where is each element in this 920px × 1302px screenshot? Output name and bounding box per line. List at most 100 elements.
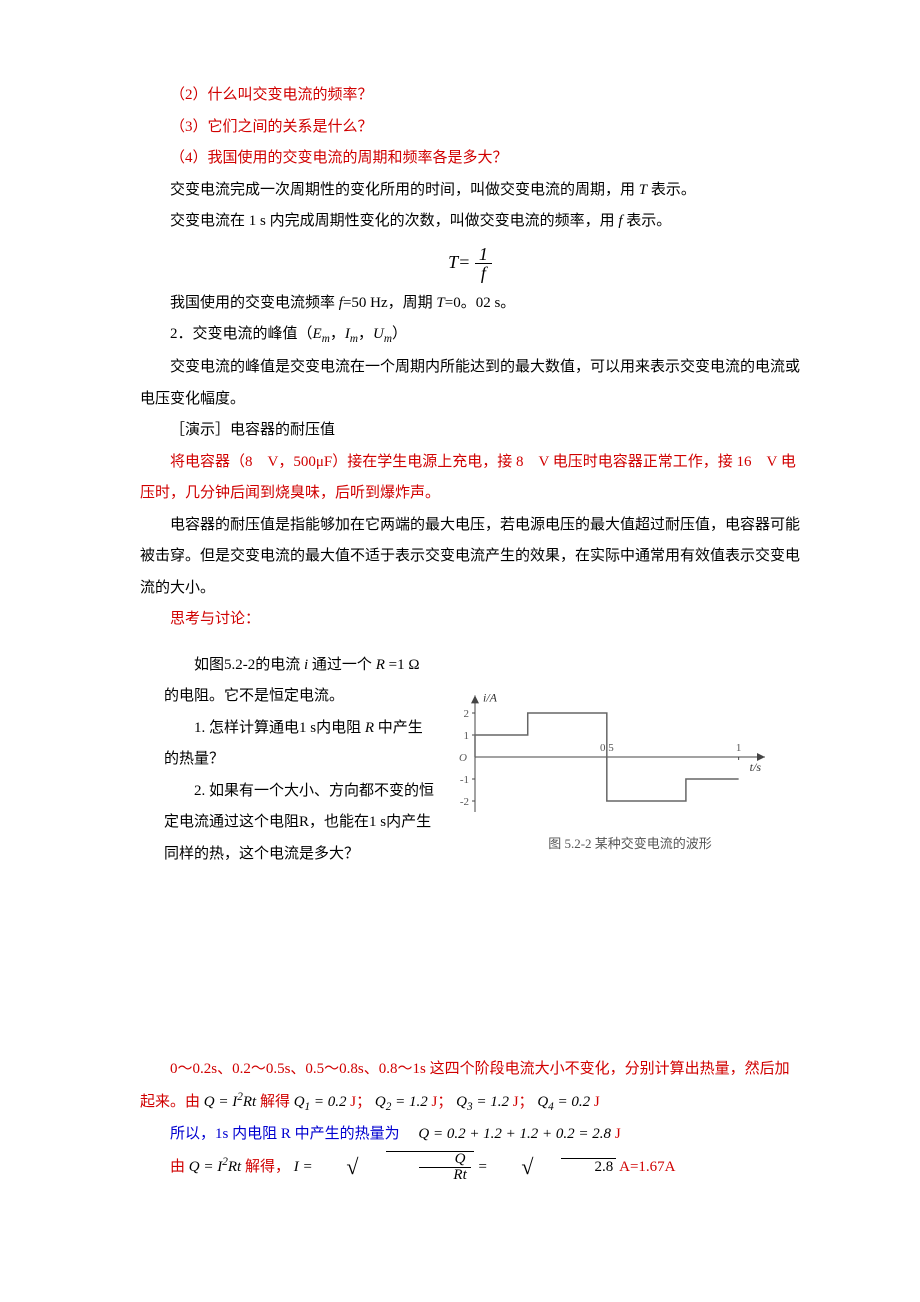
question-3: （3）它们之间的关系是什么？: [140, 112, 800, 144]
text: 表示。: [647, 182, 696, 198]
den: Rt: [419, 1168, 470, 1183]
svg-text:2: 2: [464, 708, 470, 720]
t: 如图5.2-2的电流: [194, 657, 304, 673]
b: Q: [375, 1094, 386, 1110]
s: m: [322, 333, 330, 345]
china-freq: 我国使用的交变电流频率 f=50 Hz，周期 T=0。02 s。: [140, 288, 800, 320]
question-2: （2）什么叫交变电流的频率？: [140, 80, 800, 112]
u: J: [428, 1094, 438, 1110]
u: J: [347, 1094, 357, 1110]
svg-text:i/A: i/A: [483, 690, 498, 704]
text: 2．交变电流的峰值（: [170, 326, 313, 342]
t: A=1.67A: [619, 1159, 675, 1175]
question-4: （4）我国使用的交变电流的周期和频率各是多大？: [140, 143, 800, 175]
b: E: [313, 326, 322, 342]
text: 交变电流完成一次周期性的变化所用的时间，叫做交变电流的周期，用: [170, 182, 639, 198]
solution-1: 0～0.2s、0.2～0.5s、0.5～0.8s、0.8～1s 这四个阶段电流大…: [140, 1054, 800, 1119]
t: 解得，: [241, 1159, 290, 1175]
eq: =: [299, 1159, 317, 1175]
eq: Q = 0.2 + 1.2 + 1.2 + 0.2 = 2.8: [418, 1126, 611, 1142]
val: 2.8: [561, 1158, 616, 1176]
t: Rt: [228, 1159, 241, 1175]
b: Q: [294, 1094, 305, 1110]
frequency-def: 交变电流在 1 s 内完成周期性变化的次数，叫做交变电流的频率，用 f 表示。: [140, 206, 800, 238]
lhs: T=: [448, 252, 475, 272]
svg-text:O: O: [459, 752, 467, 764]
sqrt: QRt: [356, 1151, 473, 1183]
sep: ；: [519, 1094, 534, 1110]
discuss-box: 如图5.2-2的电流 i 通过一个 R =1 Ω的电阻。它不是恒定电流。 1. …: [140, 646, 800, 875]
wave-chart: -2-1120.51Oi/At/s: [440, 662, 820, 812]
t: 解得: [256, 1094, 294, 1110]
Em: Em: [313, 326, 330, 342]
u: J: [509, 1094, 519, 1110]
eq: Q = I2Rt: [189, 1159, 241, 1175]
v: = 0.2: [554, 1094, 590, 1110]
sqrt-icon: √: [316, 1156, 358, 1178]
sep: ；: [437, 1094, 452, 1110]
text: 我国使用的交变电流频率: [170, 295, 339, 311]
heading-peak: 2．交变电流的峰值（Em，Im，Um）: [140, 319, 800, 352]
u: J: [590, 1094, 600, 1110]
v: = 1.2: [391, 1094, 427, 1110]
b: Q: [456, 1094, 467, 1110]
t: 通过一个: [308, 657, 376, 673]
sep: ；: [356, 1094, 371, 1110]
discuss-title: 思考与讨论：: [140, 604, 800, 636]
frac: QRt: [419, 1152, 470, 1183]
b: U: [373, 326, 384, 342]
eq: Q = I2Rt: [204, 1094, 256, 1110]
denominator: f: [475, 264, 492, 282]
v: = 1.2: [473, 1094, 509, 1110]
text: 交变电流在 1 s 内完成周期性变化的次数，叫做交变电流的频率，用: [170, 213, 618, 229]
s: m: [350, 333, 358, 345]
svg-text:-1: -1: [460, 774, 469, 786]
peak-desc: 交变电流的峰值是交变电流在一个周期内所能达到的最大数值，可以用来表示交变电流的电…: [140, 352, 800, 415]
num: Q: [419, 1152, 470, 1168]
sqrt-icon: √: [491, 1156, 533, 1178]
period-def: 交变电流完成一次周期性的变化所用的时间，叫做交变电流的周期，用 T 表示。: [140, 175, 800, 207]
capacitor-desc: 电容器的耐压值是指能够加在它两端的最大电压，若电源电压的最大值超过耐压值，电容器…: [140, 510, 800, 605]
sym-T: T: [639, 182, 647, 198]
solution-2: 所以，1s 内电阻 R 中产生的热量为 Q = 0.2 + 1.2 + 1.2 …: [140, 1119, 800, 1151]
t: Q = I: [204, 1094, 237, 1110]
t: Q = I: [189, 1159, 222, 1175]
Q1: Q1 = 0.2: [294, 1094, 347, 1110]
sym-R: R: [376, 657, 385, 673]
sym-R: R: [365, 720, 374, 736]
numerator: 1: [475, 245, 492, 264]
t: 所以，1s 内电阻 R 中产生的热量为: [170, 1126, 415, 1142]
d-line-1: 如图5.2-2的电流 i 通过一个 R =1 Ω的电阻。它不是恒定电流。: [164, 650, 434, 713]
Im: Im: [345, 326, 358, 342]
text: =50 Hz，周期: [343, 295, 436, 311]
text: 表示。: [623, 213, 672, 229]
d-line-2: 1. 怎样计算通电1 s内电阻 R 中产生的热量？: [164, 713, 434, 776]
t: 由: [170, 1159, 189, 1175]
s: m: [384, 333, 392, 345]
svg-text:t/s: t/s: [750, 760, 762, 774]
u: J: [611, 1126, 621, 1142]
Q4: Q4 = 0.2: [537, 1094, 590, 1110]
solution-3: 由 Q = I2Rt 解得， I = √QRt = √2.8 A=1.67A: [140, 1151, 800, 1184]
t: 1. 怎样计算通电1 s内电阻: [194, 720, 365, 736]
svg-text:-2: -2: [460, 796, 469, 808]
fraction: 1 f: [475, 245, 492, 282]
demo-title: ［演示］电容器的耐压值: [140, 415, 800, 447]
sqrt: 2.8: [531, 1151, 616, 1183]
eq: =: [478, 1159, 492, 1175]
sym-T: T: [436, 295, 444, 311]
chart-box: -2-1120.51Oi/At/s 图 5.2-2 某种交变电流的波形: [440, 662, 820, 858]
Um: Um: [373, 326, 392, 342]
demo-text: 将电容器（8 V，500μF）接在学生电源上充电，接 8 V 电压时电容器正常工…: [140, 447, 800, 510]
discuss-text: 如图5.2-2的电流 i 通过一个 R =1 Ω的电阻。它不是恒定电流。 1. …: [164, 650, 434, 871]
v: = 0.2: [310, 1094, 346, 1110]
chart-caption: 图 5.2-2 某种交变电流的波形: [440, 830, 820, 857]
svg-text:1: 1: [464, 730, 470, 742]
text: =0。02 s。: [445, 295, 516, 311]
formula-T-f: T= 1 f: [140, 244, 800, 282]
spacer: [140, 894, 800, 1054]
t: Rt: [243, 1094, 256, 1110]
b: Q: [537, 1094, 548, 1110]
Q3: Q3 = 1.2: [456, 1094, 509, 1110]
svg-text:1: 1: [736, 742, 742, 754]
